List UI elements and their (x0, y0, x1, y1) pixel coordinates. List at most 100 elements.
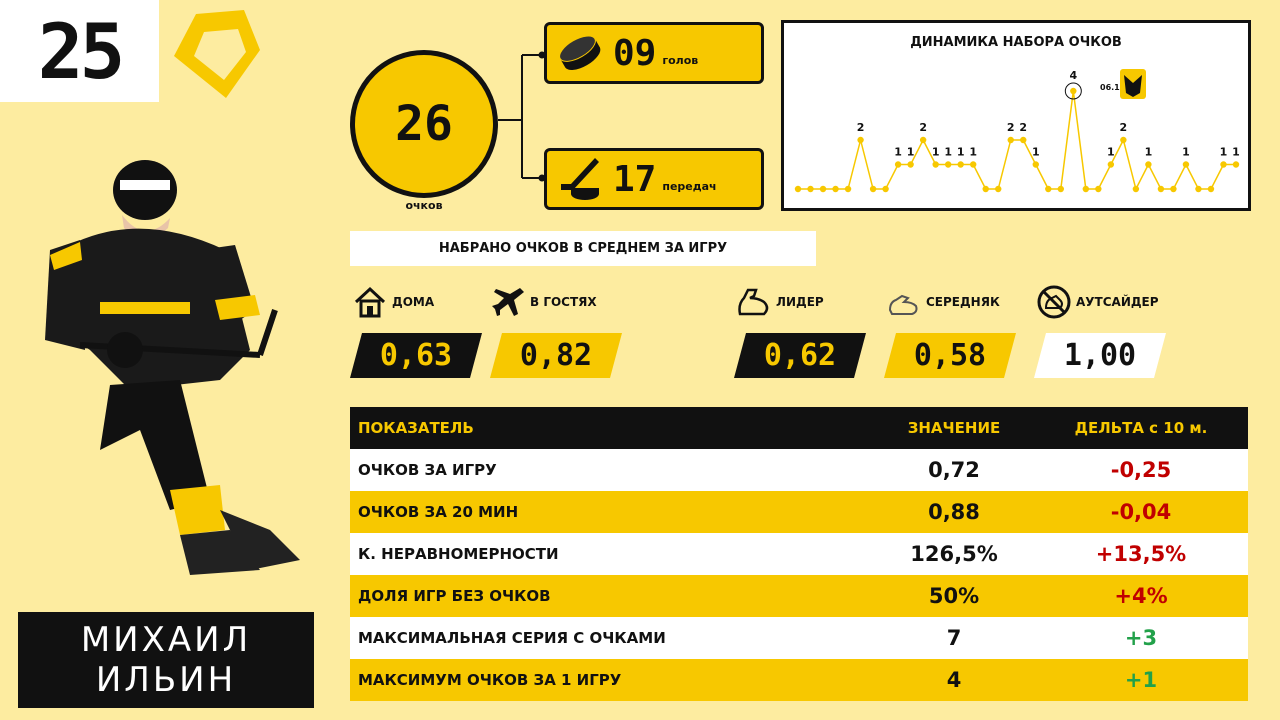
player-number: 25 (37, 6, 125, 96)
row-delta: +1 (1124, 668, 1158, 692)
data-point (1157, 185, 1165, 193)
data-point (832, 185, 839, 193)
away-category: В ГОСТЯХ (490, 284, 597, 320)
data-point (1020, 136, 1027, 144)
mid-label: СЕРЕДНЯК (926, 295, 1000, 309)
data-point (1195, 185, 1202, 193)
airplane-icon (492, 288, 524, 316)
data-label: 1 (1182, 146, 1190, 159)
outsider-category: АУТСАЙДЕР (1036, 284, 1159, 320)
row-value: 126,5% (910, 542, 998, 566)
data-label: 2 (1120, 121, 1128, 134)
data-label: 1 (932, 146, 940, 159)
mid-category: СЕРЕДНЯК (886, 284, 1000, 320)
house-icon (354, 286, 386, 318)
data-point (1045, 185, 1052, 193)
row-label: МАКСИМУМ ОЧКОВ ЗА 1 ИГРУ (358, 671, 622, 689)
assists-box: 17 передач (544, 148, 764, 210)
header-delta: ДЕЛЬТА с 10 м. (1074, 419, 1208, 437)
stick-and-puck-icon (561, 158, 599, 200)
data-label: 1 (1032, 146, 1040, 159)
player-name-plate: МИХАИЛ ИЛЬИН (18, 612, 314, 708)
club-logo (174, 10, 260, 98)
assists-value: 17 (613, 158, 657, 200)
data-point (1120, 136, 1127, 144)
leader-value: 0,62 (734, 333, 866, 378)
player-photo (45, 160, 300, 575)
player-last-name: ИЛЬИН (95, 660, 237, 700)
data-label: 2 (1019, 121, 1027, 134)
data-point (995, 185, 1002, 193)
away-label: В ГОСТЯХ (530, 295, 597, 309)
header-metric: ПОКАЗАТЕЛЬ (358, 419, 474, 437)
data-label: 2 (919, 121, 927, 134)
data-point (1232, 161, 1240, 168)
home-value: 0,63 (350, 333, 482, 378)
data-label: 1 (894, 146, 902, 159)
averages-banner: НАБРАНО ОЧКОВ В СРЕДНЕМ ЗА ИГРУ (350, 231, 816, 266)
data-point (844, 185, 852, 193)
data-point (1220, 161, 1227, 168)
puck-icon (559, 35, 601, 71)
data-point (1095, 185, 1102, 193)
assists-label: передач (662, 179, 717, 193)
data-point (932, 161, 939, 168)
player-number-box: 25 (0, 0, 159, 102)
data-label: 1 (957, 146, 965, 159)
strong-arm-icon (738, 288, 769, 316)
row-label: ОЧКОВ ЗА ИГРУ (358, 461, 497, 479)
home-label: ДОМА (392, 295, 435, 309)
data-point (1057, 185, 1064, 193)
row-value: 50% (928, 584, 980, 608)
data-point (807, 185, 814, 193)
goals-value: 09 (613, 32, 657, 74)
data-point (882, 185, 889, 193)
data-point (1070, 87, 1077, 95)
row-label: ОЧКОВ ЗА 20 МИН (358, 503, 519, 521)
outsider-value: 1,00 (1034, 333, 1166, 378)
data-point (1107, 161, 1115, 168)
table-row: К. НЕРАВНОМЕРНОСТИ 126,5% +13,5% (350, 533, 1248, 575)
row-value: 0,72 (928, 458, 980, 482)
data-point (819, 185, 827, 193)
data-point (982, 185, 989, 193)
row-label: ДОЛЯ ИГР БЕЗ ОЧКОВ (358, 587, 551, 605)
data-point (1182, 161, 1190, 168)
player-first-name: МИХАИЛ (80, 620, 252, 660)
data-point (894, 161, 902, 168)
data-label: 1 (1107, 146, 1115, 159)
total-points-value: 26 (395, 96, 453, 152)
row-delta: +4% (1114, 584, 1168, 608)
arm-icon (888, 294, 918, 315)
table-row: МАКСИМУМ ОЧКОВ ЗА 1 ИГРУ 4 +1 (350, 659, 1248, 701)
data-point (857, 136, 864, 144)
opponent-logo (1120, 69, 1146, 99)
row-delta: +3 (1124, 626, 1158, 650)
table-header: ПОКАЗАТЕЛЬ ЗНАЧЕНИЕ ДЕЛЬТА с 10 м. (350, 407, 1248, 449)
row-label: К. НЕРАВНОМЕРНОСТИ (358, 545, 559, 563)
row-delta: -0,04 (1110, 500, 1172, 524)
table-row: ДОЛЯ ИГР БЕЗ ОЧКОВ 50% +4% (350, 575, 1248, 617)
data-label: 1 (907, 146, 915, 159)
data-point (970, 161, 977, 168)
data-point (1132, 185, 1140, 193)
leader-label: ЛИДЕР (776, 295, 824, 309)
data-point (869, 185, 877, 193)
highlight-ring (1064, 82, 1082, 100)
data-point (957, 161, 964, 168)
data-label: 1 (1220, 146, 1228, 159)
goals-label: голов (662, 53, 699, 67)
data-label: 1 (1145, 146, 1153, 159)
data-label: 2 (857, 121, 865, 134)
data-point (944, 161, 952, 168)
chart-title: ДИНАМИКА НАБОРА ОЧКОВ (910, 35, 1122, 50)
total-points-label: очков (405, 199, 443, 212)
data-label: 1 (1232, 146, 1240, 159)
outsider-label: АУТСАЙДЕР (1076, 295, 1159, 309)
header-value: ЗНАЧЕНИЕ (907, 419, 1001, 437)
chart-highlight-date: 06.11 (1100, 83, 1126, 92)
data-point (1207, 185, 1215, 193)
row-delta: -0,25 (1110, 458, 1172, 482)
table-row: МАКСИМАЛЬНАЯ СЕРИЯ С ОЧКАМИ 7 +3 (350, 617, 1248, 659)
